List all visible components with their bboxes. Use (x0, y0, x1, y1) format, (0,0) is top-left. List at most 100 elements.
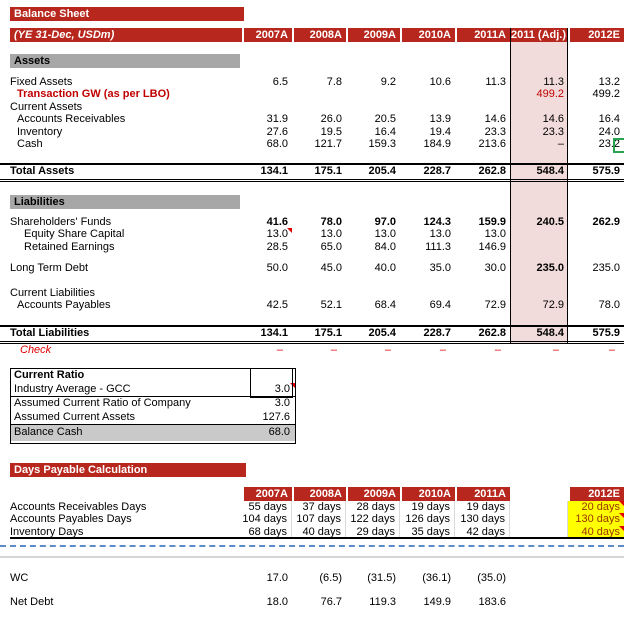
row-label[interactable]: Assumed Current Assets (14, 411, 136, 423)
cell[interactable]: 50.0 (266, 262, 288, 274)
cell[interactable]: 97.0 (374, 216, 396, 228)
column-header-2010a[interactable]: 2010A (402, 28, 455, 42)
cell[interactable]: 130 days (455, 513, 510, 526)
cell[interactable]: 18.0 (266, 596, 288, 608)
cell[interactable]: 72.9 (542, 299, 564, 312)
column-header-2011a[interactable]: 2011A (457, 487, 510, 501)
cell[interactable]: 29 days (346, 525, 400, 539)
cell[interactable] (510, 572, 568, 584)
cell[interactable]: 76.7 (320, 596, 342, 608)
cell[interactable]: (6.5) (319, 572, 342, 584)
cell[interactable]: 119.3 (369, 596, 396, 608)
cell[interactable]: – (552, 344, 559, 356)
cell[interactable]: 35.0 (429, 262, 451, 274)
column-header-2011a[interactable]: 2011A (457, 28, 510, 42)
cell[interactable]: 78.0 (320, 216, 342, 228)
cell[interactable]: 40.0 (374, 262, 396, 274)
column-header-2011-adj[interactable]: 2011 (Adj.) (510, 28, 568, 42)
cell[interactable]: 235.0 (536, 262, 564, 274)
cell[interactable] (242, 287, 292, 299)
cell[interactable]: 205.4 (368, 165, 396, 177)
cell[interactable]: 28 days (346, 501, 400, 514)
cell[interactable] (568, 228, 624, 240)
cell[interactable]: – (494, 344, 501, 356)
row-label[interactable]: Total Liabilities (10, 327, 90, 339)
cell[interactable]: 213.6 (478, 137, 506, 150)
row-label[interactable]: Accounts Receivables (17, 113, 126, 126)
cell[interactable] (568, 572, 624, 584)
cell[interactable]: 134.1 (260, 327, 288, 339)
row-label[interactable]: Retained Earnings (24, 240, 115, 253)
balance-sheet-title-bar[interactable]: Balance Sheet (10, 7, 244, 21)
cell[interactable]: 175.1 (314, 327, 342, 339)
cell[interactable] (510, 501, 568, 514)
cell[interactable]: – (557, 137, 564, 150)
cell[interactable]: 30.0 (484, 262, 506, 274)
cell[interactable]: 55 days (242, 501, 292, 514)
cell[interactable] (346, 287, 400, 299)
row-label[interactable]: Accounts Payables Days (10, 513, 132, 526)
cell[interactable]: 42 days (455, 525, 510, 539)
cell[interactable] (510, 101, 568, 113)
cell[interactable]: 146.9 (478, 240, 506, 253)
cell[interactable] (400, 287, 455, 299)
cell[interactable]: 126 days (400, 513, 455, 526)
cell[interactable]: 16.4 (598, 113, 620, 126)
cell[interactable]: 13.0 (320, 228, 342, 241)
cell[interactable]: 42.5 (266, 299, 288, 312)
cell[interactable] (455, 101, 510, 113)
cell[interactable]: 6.5 (272, 76, 288, 88)
industry-average-value-cell[interactable]: 3.0 (247, 383, 295, 396)
row-label[interactable]: Current Assets (10, 100, 83, 113)
cell[interactable]: 14.6 (542, 113, 564, 126)
cell[interactable]: 20.5 (374, 113, 396, 126)
cell[interactable]: 45.0 (320, 262, 342, 274)
cell[interactable]: 40 days (568, 525, 624, 539)
cell[interactable]: 13.0 (374, 228, 396, 241)
row-label[interactable]: Long Term Debt (10, 262, 89, 274)
cell[interactable]: 26.0 (320, 113, 342, 126)
cell[interactable] (510, 525, 568, 539)
row-label[interactable]: Inventory Days (10, 525, 84, 538)
cell[interactable]: 68 days (242, 525, 292, 539)
cell[interactable]: 78.0 (598, 299, 620, 312)
row-label[interactable]: Accounts Payables (17, 299, 111, 312)
cell[interactable]: 31.9 (266, 113, 288, 126)
row-label[interactable]: Accounts Receivables Days (10, 501, 147, 513)
cell[interactable]: 20 days (568, 501, 624, 514)
cell[interactable]: 28.5 (266, 240, 288, 253)
liabilities-section-header[interactable]: Liabilities (10, 195, 240, 209)
cell[interactable]: – (276, 344, 283, 356)
cell[interactable]: 68.4 (374, 299, 396, 312)
cell[interactable]: 24.0 (598, 125, 620, 138)
cell[interactable]: 159.9 (478, 216, 506, 228)
row-label[interactable]: Check (20, 344, 52, 356)
cell[interactable]: (36.1) (422, 572, 451, 584)
cell[interactable]: 13.0 (484, 228, 506, 241)
row-label[interactable]: Net Debt (10, 596, 54, 608)
cell[interactable]: 159.3 (368, 137, 396, 150)
cell[interactable]: – (608, 344, 615, 356)
row-label[interactable]: Equity Share Capital (24, 228, 125, 241)
cell[interactable]: 127.6 (262, 411, 290, 423)
cell[interactable]: 205.4 (368, 327, 396, 339)
cell[interactable]: 575.9 (592, 165, 620, 177)
cell[interactable]: 9.2 (380, 76, 396, 88)
balance-cash-label[interactable]: Balance Cash (14, 426, 83, 438)
cell[interactable]: 240.5 (536, 216, 564, 228)
cell[interactable]: 13.9 (429, 113, 451, 126)
cell[interactable] (510, 241, 568, 253)
cell[interactable]: 183.6 (478, 596, 506, 608)
cell[interactable]: 3.0 (274, 397, 290, 409)
cell[interactable]: 72.9 (484, 299, 506, 312)
cell[interactable] (242, 88, 292, 100)
cell[interactable]: 262.8 (478, 165, 506, 177)
cell[interactable]: 499.2 (536, 88, 564, 101)
cell[interactable] (568, 287, 624, 299)
cell[interactable]: 40 days (292, 525, 346, 539)
cell[interactable]: 19.4 (429, 125, 451, 138)
cell[interactable]: 13.2 (598, 76, 620, 88)
column-header-2012e[interactable]: 2012E (570, 487, 624, 501)
cell[interactable]: 7.8 (326, 76, 342, 88)
row-label[interactable]: Fixed Assets (10, 76, 73, 88)
